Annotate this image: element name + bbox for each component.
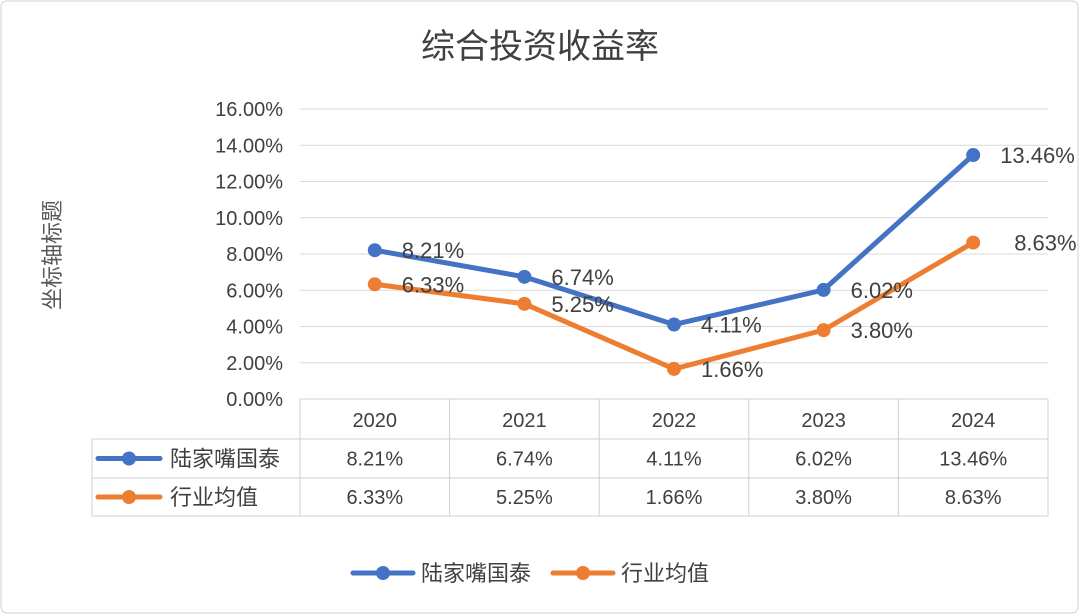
y-tick-label: 10.00% [215,208,283,230]
data-point [966,148,981,163]
y-tick-label: 4.00% [226,317,283,339]
table-cell: 6.33% [346,487,403,509]
data-point [816,323,831,338]
table-cell: 6.02% [795,449,852,471]
data-label: 13.46% [1000,143,1075,168]
y-tick-label: 0.00% [226,389,283,411]
data-point [667,317,681,332]
x-tick-label: 2021 [502,410,547,432]
table-cell: 8.63% [945,487,1002,509]
data-point [816,282,831,297]
data-point [517,269,532,284]
table-cell: 13.46% [939,449,1007,471]
x-tick-label: 2022 [652,410,697,432]
data-label: 6.74% [551,265,613,290]
data-point [367,243,382,258]
data-point [667,361,681,376]
data-label: 8.21% [402,238,464,263]
table-series-name: 陆家嘴国泰 [170,447,280,472]
table-cell: 1.66% [646,487,703,509]
data-label: 6.02% [851,278,913,303]
legend-entry: 行业均值 [621,561,709,586]
data-point [367,277,382,292]
legend-key-marker [576,566,590,580]
table-cell: 4.11% [646,449,701,471]
data-label: 4.11% [701,313,762,338]
table-cell: 6.74% [496,449,553,471]
table-cell: 8.21% [346,449,403,471]
data-label: 8.63% [1014,231,1076,256]
data-label: 6.33% [402,272,464,297]
x-tick-label: 2020 [353,410,398,432]
legend-key-marker [376,566,390,580]
y-tick-label: 14.00% [215,135,283,157]
table-legend-key-marker [122,451,136,466]
table-cell: 3.80% [795,487,852,509]
legend-entry: 陆家嘴国泰 [421,561,531,586]
y-tick-label: 6.00% [226,280,283,302]
y-axis-title: 坐标轴标题 [40,200,65,310]
data-label: 3.80% [851,318,913,343]
table-cell: 5.25% [496,487,553,509]
y-tick-label: 16.00% [215,99,283,121]
x-tick-label: 2023 [801,410,846,432]
y-tick-label: 12.00% [215,172,283,194]
data-label: 5.25% [551,292,613,317]
data-point [966,235,981,250]
chart-title: 综合投资收益率 [421,28,659,66]
table-legend-key-marker [122,490,136,504]
x-tick-label: 2024 [951,410,996,432]
table-series-name: 行业均值 [170,485,258,510]
data-label: 1.66% [701,357,763,382]
y-tick-label: 2.00% [226,353,283,375]
y-tick-label: 8.00% [226,244,283,266]
data-point [517,296,532,311]
